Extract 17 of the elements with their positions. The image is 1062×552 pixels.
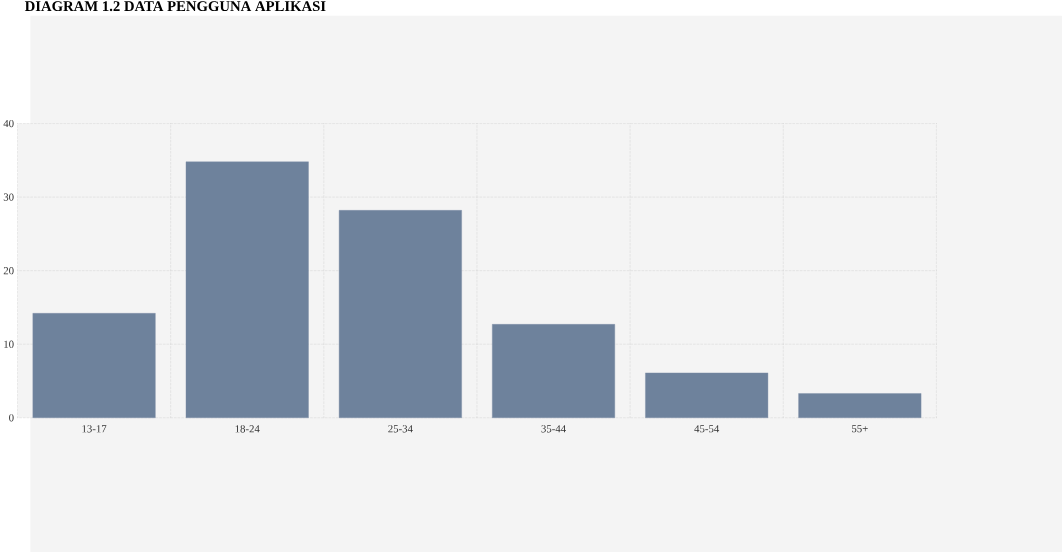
x-tick-label: 45-54 bbox=[694, 425, 720, 433]
x-tick-label: 55+ bbox=[852, 425, 868, 433]
x-tick-label: 13-17 bbox=[82, 425, 107, 433]
bar bbox=[338, 210, 462, 418]
y-tick-label: 20 bbox=[3, 266, 14, 275]
chart-title: DIAGRAM 1.2 DATA PENGGUNA APLIKASI bbox=[24, 1, 326, 12]
y-tick-label: 30 bbox=[3, 193, 14, 201]
x-tick-label: 18-24 bbox=[235, 425, 260, 433]
y-tick-label: 0 bbox=[9, 414, 14, 422]
y-tick-label: 10 bbox=[4, 340, 14, 348]
bar bbox=[645, 372, 769, 418]
x-tick-label: 35-44 bbox=[541, 425, 566, 433]
bar bbox=[798, 393, 922, 418]
bar bbox=[185, 161, 309, 418]
bar bbox=[492, 324, 615, 418]
y-tick-label: 40 bbox=[3, 119, 14, 128]
x-tick-label: 25-34 bbox=[388, 425, 413, 433]
